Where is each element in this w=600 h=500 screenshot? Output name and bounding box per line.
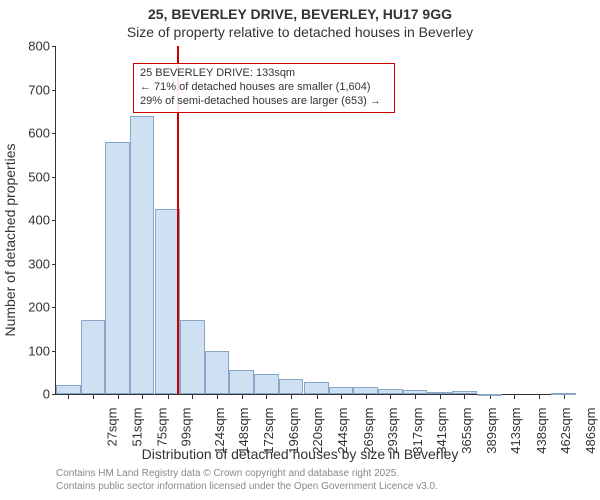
x-tick-mark — [142, 395, 143, 399]
y-tick-label: 600 — [18, 126, 50, 141]
annotation-line1: 25 BEVERLEY DRIVE: 133sqm — [140, 67, 388, 81]
x-tick-label: 365sqm — [459, 408, 474, 454]
x-tick-label: 244sqm — [335, 408, 350, 454]
histogram-bar — [353, 387, 378, 394]
y-tick-label: 700 — [18, 82, 50, 97]
x-tick-label: 51sqm — [129, 408, 144, 447]
annotation-line2: ← 71% of detached houses are smaller (1,… — [140, 81, 388, 95]
x-tick-mark — [415, 395, 416, 399]
x-tick-label: 124sqm — [212, 408, 227, 454]
x-tick-label: 293sqm — [385, 408, 400, 454]
x-tick-mark — [242, 395, 243, 399]
y-tick-mark — [52, 394, 56, 395]
histogram-bar — [254, 374, 279, 394]
x-tick-label: 462sqm — [558, 408, 573, 454]
x-tick-mark — [266, 395, 267, 399]
x-tick-label: 196sqm — [285, 408, 300, 454]
x-tick-label: 99sqm — [179, 408, 194, 447]
histogram-chart: 25, BEVERLEY DRIVE, BEVERLEY, HU17 9GG S… — [0, 0, 600, 500]
chart-title-line2: Size of property relative to detached ho… — [0, 24, 600, 40]
x-tick-label: 389sqm — [483, 408, 498, 454]
x-tick-mark — [118, 395, 119, 399]
chart-title-line1: 25, BEVERLEY DRIVE, BEVERLEY, HU17 9GG — [0, 6, 600, 22]
x-tick-mark — [539, 395, 540, 399]
y-tick-mark — [52, 264, 56, 265]
x-tick-mark — [341, 395, 342, 399]
x-tick-mark — [68, 395, 69, 399]
x-tick-label: 172sqm — [261, 408, 276, 454]
histogram-bar — [427, 392, 452, 394]
histogram-bar — [403, 390, 428, 394]
histogram-bar — [478, 394, 503, 396]
y-tick-mark — [52, 351, 56, 352]
y-tick-label: 800 — [18, 39, 50, 54]
histogram-bar — [81, 320, 106, 394]
y-tick-label: 200 — [18, 300, 50, 315]
x-tick-mark — [291, 395, 292, 399]
annotation-box: 25 BEVERLEY DRIVE: 133sqm ← 71% of detac… — [133, 63, 395, 112]
x-tick-mark — [464, 395, 465, 399]
histogram-bar — [279, 379, 304, 394]
x-tick-mark — [168, 395, 169, 399]
histogram-bar — [378, 389, 403, 394]
footer-line1: Contains HM Land Registry data © Crown c… — [56, 468, 438, 481]
histogram-bar — [180, 320, 205, 394]
x-tick-mark — [217, 395, 218, 399]
x-tick-mark — [390, 395, 391, 399]
x-tick-label: 317sqm — [409, 408, 424, 454]
x-tick-mark — [317, 395, 318, 399]
histogram-bar — [329, 387, 354, 394]
y-tick-label: 400 — [18, 213, 50, 228]
x-tick-mark — [490, 395, 491, 399]
x-tick-label: 269sqm — [360, 408, 375, 454]
y-tick-label: 300 — [18, 256, 50, 271]
y-tick-mark — [52, 177, 56, 178]
x-tick-mark — [514, 395, 515, 399]
annotation-line3: 29% of semi-detached houses are larger (… — [140, 95, 388, 109]
footer-line2: Contains public sector information licen… — [56, 481, 438, 494]
histogram-bar — [304, 382, 329, 394]
footer-attribution: Contains HM Land Registry data © Crown c… — [56, 468, 438, 493]
x-tick-label: 75sqm — [154, 408, 169, 447]
y-tick-mark — [52, 307, 56, 308]
x-tick-label: 438sqm — [534, 408, 549, 454]
x-tick-mark — [564, 395, 565, 399]
x-tick-label: 148sqm — [236, 408, 251, 454]
histogram-bar — [452, 391, 477, 394]
x-tick-label: 486sqm — [583, 408, 598, 454]
histogram-bar — [205, 351, 230, 395]
y-tick-mark — [52, 220, 56, 221]
y-tick-mark — [52, 133, 56, 134]
histogram-bar — [105, 142, 130, 394]
x-tick-mark — [440, 395, 441, 399]
y-tick-mark — [52, 90, 56, 91]
histogram-bar — [229, 370, 254, 394]
x-tick-mark — [366, 395, 367, 399]
x-tick-mark — [93, 395, 94, 399]
x-tick-label: 341sqm — [434, 408, 449, 454]
histogram-bar — [130, 116, 155, 394]
x-tick-label: 220sqm — [310, 408, 325, 454]
x-tick-label: 27sqm — [105, 408, 120, 447]
histogram-bar — [551, 393, 576, 395]
y-tick-label: 500 — [18, 169, 50, 184]
y-tick-label: 100 — [18, 343, 50, 358]
x-tick-mark — [192, 395, 193, 399]
histogram-bar — [56, 385, 81, 394]
x-tick-label: 413sqm — [508, 408, 523, 454]
y-tick-mark — [52, 46, 56, 47]
y-tick-label: 0 — [18, 387, 50, 402]
